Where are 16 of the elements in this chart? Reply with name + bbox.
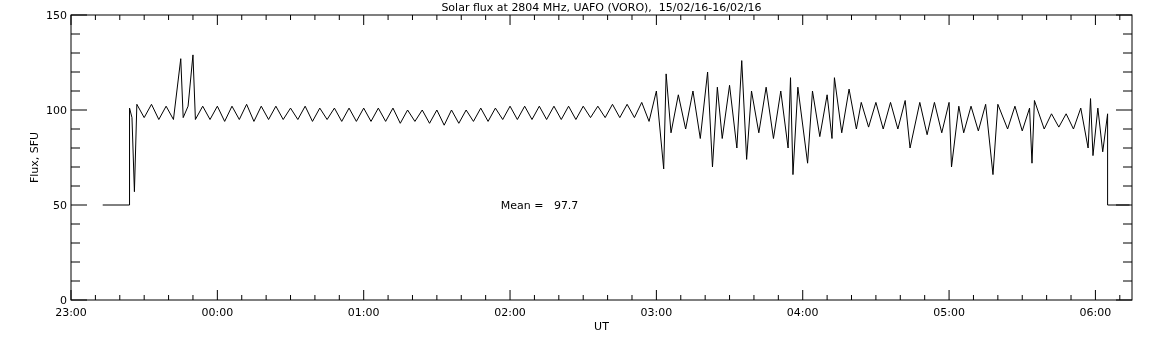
x-tick-label: 01:00 [347, 306, 380, 319]
y-tick-label: 100 [46, 104, 67, 117]
x-tick-label: 06:00 [1079, 306, 1112, 319]
y-axis-title: Flux, SFU [28, 131, 41, 184]
annotation: Mean = 97.7 [500, 198, 579, 212]
x-tick-label: 03:00 [640, 306, 673, 319]
y-tick-label: 50 [53, 199, 67, 212]
chart-title: Solar flux at 2804 MHz, UAFO (VORO), 15/02/16-16/02/16 [441, 1, 762, 14]
y-tick-label: 0 [60, 294, 67, 307]
x-axis-title: UT [594, 320, 610, 333]
x-tick-label: 05:00 [933, 306, 965, 319]
x-tick-label: 04:00 [786, 306, 819, 319]
x-tick-label: 00:00 [201, 306, 234, 319]
y-tick-label: 150 [46, 9, 67, 22]
x-tick-label: 02:00 [494, 306, 526, 319]
x-tick-label: 23:00 [55, 306, 87, 319]
